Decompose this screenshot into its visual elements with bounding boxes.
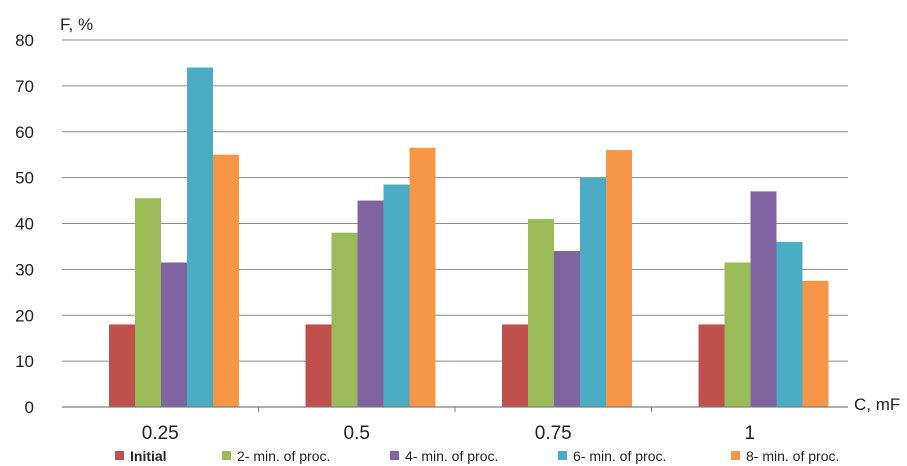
bar-2-min-of-proc-0.75 [528,218,554,407]
bar-6-min-of-proc-0.25 [187,67,213,408]
y-tick-label: 50 [15,169,34,188]
bar-initial-0.25 [109,324,135,407]
legend-swatch [222,451,231,460]
legend-label: Initial [130,448,167,464]
x-tick-label: 0.5 [344,423,370,444]
x-tick-label: 1 [744,423,755,444]
legend-swatch [115,451,124,460]
y-tick-label: 80 [15,31,34,50]
bar-initial-0.75 [502,324,528,407]
y-tick-label: 60 [15,123,34,142]
bar-6-min-of-proc-1 [776,241,803,407]
bars [109,67,829,408]
legend-label: 6- min. of proc. [573,448,666,464]
bar-4-min-of-proc-0.25 [161,262,187,407]
y-tick-label: 10 [15,352,34,371]
x-axis-title: C, mF [854,395,900,414]
bar-8-min-of-proc-1 [802,280,829,407]
bar-4-min-of-proc-0.5 [357,200,384,407]
bar-8-min-of-proc-0.25 [213,154,239,407]
y-tick-label: 30 [15,260,34,279]
bar-6-min-of-proc-0.5 [383,184,410,407]
bar-8-min-of-proc-0.75 [606,150,632,407]
legend-label: 8- min. of proc. [746,448,839,464]
y-tick-label: 20 [15,306,34,325]
bar-4-min-of-proc-0.75 [554,251,580,407]
y-tick-label: 70 [15,77,34,96]
bar-2-min-of-proc-0.25 [135,198,161,407]
legend-label: 4- min. of proc. [405,448,498,464]
x-tick-label: 0.25 [142,423,179,444]
bar-2-min-of-proc-1 [724,262,751,407]
legend-swatch [731,451,740,460]
legend: Initial 2- min. of proc. 4- min. of proc. 6… [115,448,839,464]
y-tick-label: 40 [15,215,34,234]
legend-swatch [558,451,567,460]
bar-4-min-of-proc-1 [750,191,777,407]
legend-swatch [390,451,399,460]
y-axis-title: F, % [60,15,93,34]
bar-2-min-of-proc-0.5 [331,232,358,407]
axes: F, % C, mF 0 10 20 30 40 50 60 70 80 0.25 0.5 0.75 1 [15,15,900,444]
legend-label: 2- min. of proc. [237,448,330,464]
bar-6-min-of-proc-0.75 [580,177,606,407]
x-tick-label: 0.75 [535,423,572,444]
bar-initial-0.5 [305,324,332,407]
bar-initial-1 [698,324,725,407]
bar-8-min-of-proc-0.5 [409,147,436,407]
y-tick-label: 0 [25,398,34,417]
